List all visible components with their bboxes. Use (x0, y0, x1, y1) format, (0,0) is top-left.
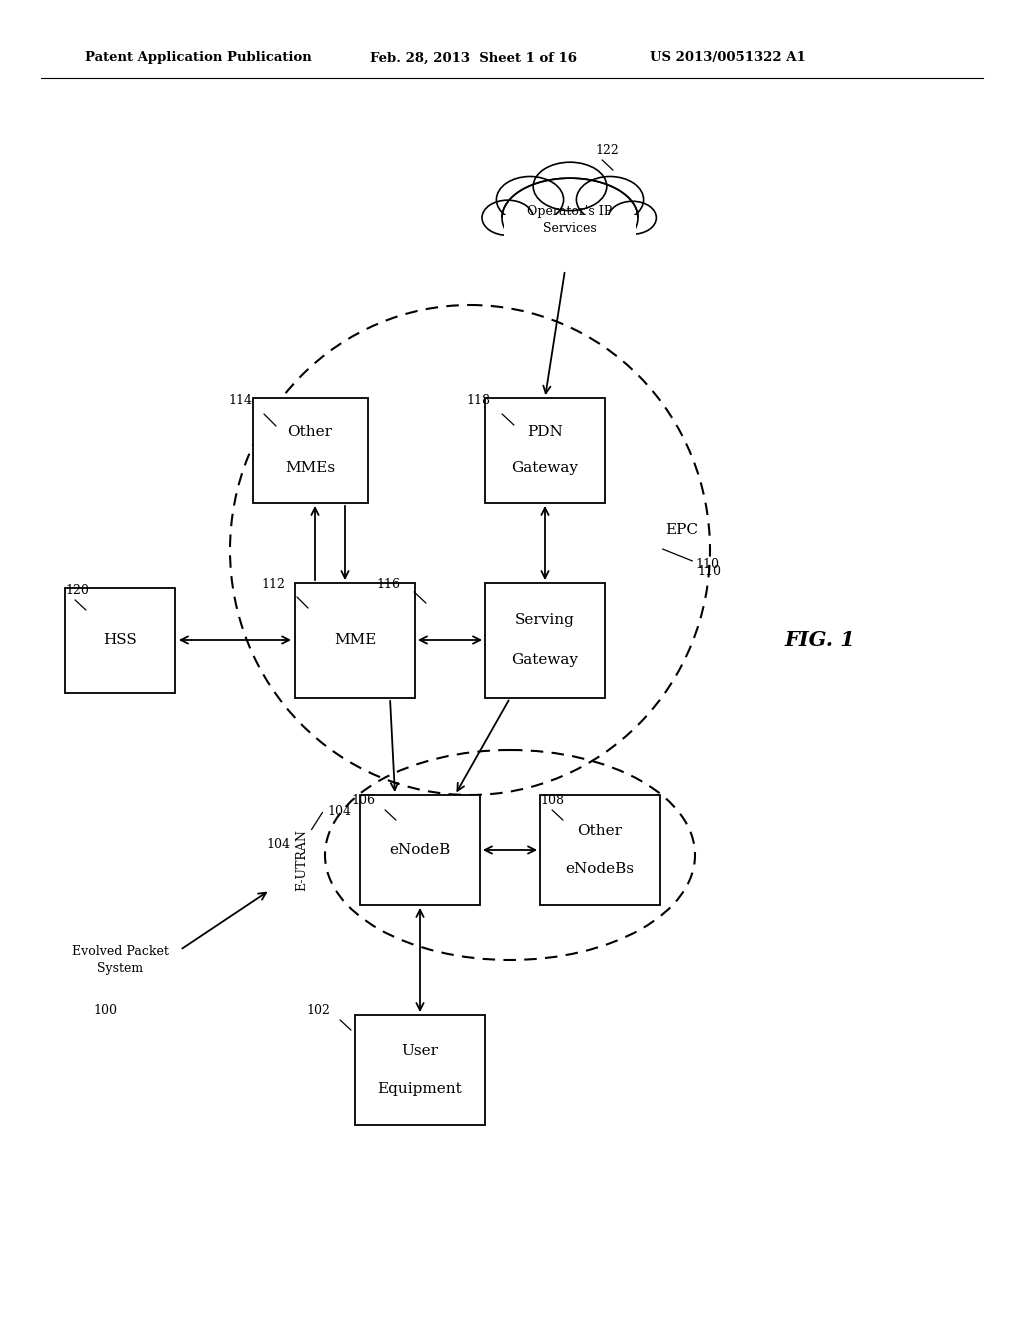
Text: PDN: PDN (527, 425, 563, 438)
Ellipse shape (502, 178, 638, 257)
Bar (360, 795, 480, 906)
Text: 120: 120 (65, 583, 89, 597)
Text: Equipment: Equipment (378, 1082, 463, 1096)
Text: User: User (401, 1044, 438, 1057)
Ellipse shape (534, 162, 607, 211)
Text: 110: 110 (697, 565, 721, 578)
Text: EPC: EPC (665, 523, 698, 537)
Text: 108: 108 (540, 793, 564, 807)
Bar (65, 587, 175, 693)
Text: FIG. 1: FIG. 1 (784, 630, 855, 649)
Text: US 2013/0051322 A1: US 2013/0051322 A1 (650, 51, 806, 65)
Text: Operator's IP
Services: Operator's IP Services (527, 205, 612, 235)
Text: Other: Other (288, 425, 333, 438)
Text: HSS: HSS (103, 634, 137, 647)
Text: eNodeBs: eNodeBs (565, 862, 635, 876)
Bar (540, 795, 660, 906)
Text: MME: MME (334, 634, 376, 647)
Bar (485, 397, 605, 503)
Text: 116: 116 (376, 578, 400, 591)
Bar (355, 1015, 485, 1125)
Bar (505, 215, 636, 261)
Text: 102: 102 (306, 1003, 330, 1016)
Text: 104: 104 (327, 805, 351, 818)
Text: 114: 114 (228, 393, 252, 407)
Text: Patent Application Publication: Patent Application Publication (85, 51, 311, 65)
Text: 106: 106 (351, 793, 375, 807)
Text: Feb. 28, 2013  Sheet 1 of 16: Feb. 28, 2013 Sheet 1 of 16 (370, 51, 577, 65)
Bar (295, 582, 415, 697)
Text: 118: 118 (466, 393, 490, 407)
Text: Gateway: Gateway (512, 461, 579, 475)
Ellipse shape (577, 177, 644, 223)
Text: 122: 122 (595, 144, 618, 157)
Text: eNodeB: eNodeB (389, 843, 451, 857)
Bar (253, 397, 368, 503)
Text: Other: Other (578, 824, 623, 838)
Bar (485, 582, 605, 697)
Text: Gateway: Gateway (512, 653, 579, 667)
Text: Serving: Serving (515, 612, 574, 627)
Text: E-UTRAN: E-UTRAN (296, 829, 308, 891)
Text: 104: 104 (266, 838, 290, 851)
Text: MMEs: MMEs (285, 461, 335, 475)
Ellipse shape (497, 177, 563, 223)
Ellipse shape (608, 201, 656, 234)
Text: 100: 100 (93, 1003, 117, 1016)
Text: Evolved Packet
System: Evolved Packet System (72, 945, 168, 975)
Ellipse shape (482, 201, 534, 235)
Text: 112: 112 (261, 578, 285, 591)
Text: 110: 110 (695, 558, 719, 572)
